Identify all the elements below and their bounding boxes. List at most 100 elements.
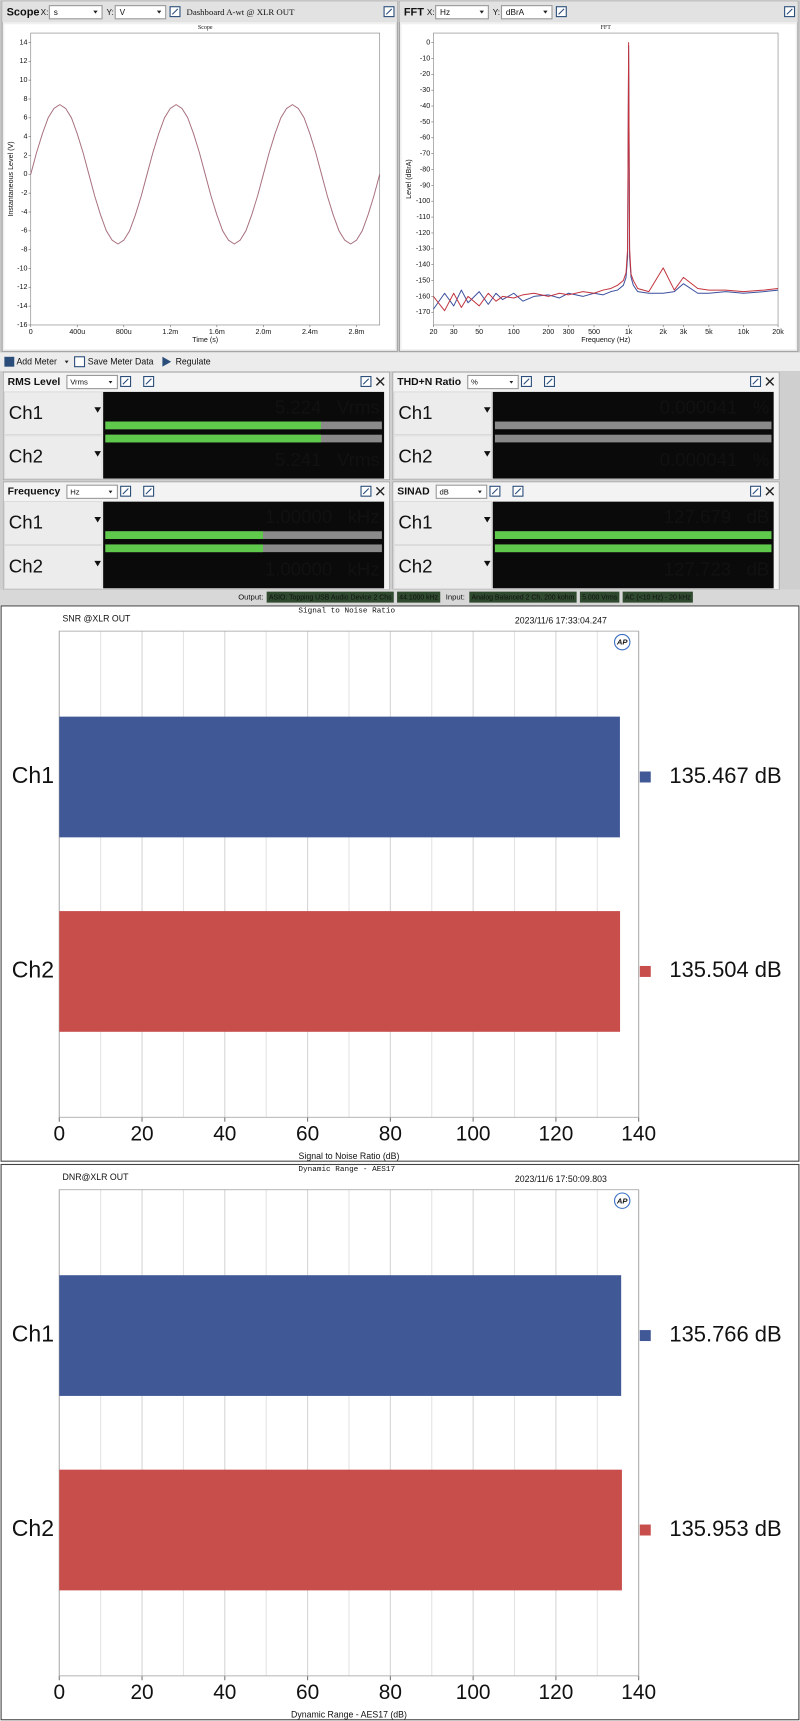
y-tick-label: -2 xyxy=(21,189,27,197)
icon-glyph xyxy=(546,378,553,385)
channel-cell xyxy=(393,545,492,589)
dropdown-arrow xyxy=(64,360,69,364)
toolbar-button[interactable]: Add Meter xyxy=(16,357,57,367)
y-tick-label: 2 xyxy=(23,151,27,159)
unit-dropdown[interactable] xyxy=(66,374,118,390)
chart-header: SNR @XLR OUT xyxy=(63,613,131,623)
x-tick-label: 1.2m xyxy=(162,328,178,336)
legend-swatch xyxy=(639,771,651,783)
meter-value: 0.000041 xyxy=(660,449,738,470)
icon-glyph xyxy=(122,378,129,385)
meter-title: SINAD xyxy=(397,487,430,498)
channel-menu-arrow[interactable] xyxy=(94,517,101,523)
meter-bar-fill xyxy=(105,544,263,553)
channel-menu-arrow[interactable] xyxy=(483,517,491,523)
x-tick-label: 20 xyxy=(130,1681,153,1704)
plot-area xyxy=(30,32,381,326)
unit-dropdown-value: % xyxy=(471,378,478,387)
meter-unit: dB xyxy=(746,506,769,527)
dropdown-arrow xyxy=(93,10,98,14)
x-tick-label: 1k xyxy=(625,328,633,336)
channel-label: Ch2 xyxy=(398,446,432,467)
meter-unit: Vrms xyxy=(337,396,380,417)
channel-label: Ch2 xyxy=(9,555,43,576)
y-tick-label: -16 xyxy=(17,321,27,329)
dropdown[interactable] xyxy=(500,5,553,20)
dropdown-value: Hz xyxy=(440,8,450,17)
channel-label: Ch1 xyxy=(398,402,432,423)
channel-label: Ch2 xyxy=(398,555,432,576)
channel-label: Ch1 xyxy=(9,512,43,533)
channel-menu-arrow[interactable] xyxy=(94,451,101,457)
chart-title: Signal to Noise Ratio xyxy=(298,607,395,615)
x-tick-label: 2.0m xyxy=(255,328,271,336)
plot-area xyxy=(58,630,640,1118)
meter-bar-fill xyxy=(105,531,263,539)
y-tick-label: -20 xyxy=(420,70,430,78)
status-label: Output: xyxy=(238,593,263,602)
status-value: Analog Balanced 2 Ch, 200 kohm xyxy=(472,595,575,602)
y-tick-label: -10 xyxy=(17,264,27,272)
channel-cell xyxy=(393,435,492,479)
dropdown-value: s xyxy=(54,8,58,17)
unit-dropdown-value: Hz xyxy=(70,487,80,496)
icon-glyph xyxy=(558,8,565,15)
icon-glyph xyxy=(122,488,129,495)
chart-frame xyxy=(0,605,800,1162)
channel-cell xyxy=(4,391,103,436)
channel-label: Ch1 xyxy=(9,402,43,423)
dropdown[interactable] xyxy=(114,5,167,20)
channel-menu-arrow[interactable] xyxy=(94,407,101,413)
channel-menu-arrow[interactable] xyxy=(483,451,491,457)
meter-value: 0.000041 xyxy=(660,396,738,417)
y-tick-label: -10 xyxy=(420,54,430,62)
category-label: Ch2 xyxy=(12,1515,54,1541)
axis-selector-label: X: xyxy=(41,8,49,17)
meter-value: 1.00000 xyxy=(265,559,332,580)
y-tick-label: -4 xyxy=(21,208,27,216)
series-line xyxy=(30,104,381,245)
channel-menu-arrow[interactable] xyxy=(483,560,491,567)
dropdown[interactable] xyxy=(48,5,103,20)
y-tick-label: -8 xyxy=(21,246,27,254)
meter-bar-fill xyxy=(494,531,772,539)
toolbar-button[interactable]: Save Meter Data xyxy=(88,357,154,367)
channel-menu-arrow[interactable] xyxy=(94,560,101,567)
axis-selector-label: X: xyxy=(427,8,435,17)
unit-dropdown[interactable] xyxy=(435,484,488,499)
dropdown-arrow xyxy=(543,10,548,14)
icon-glyph xyxy=(491,488,499,495)
x-axis-label: Signal to Noise Ratio (dB) xyxy=(299,1151,400,1161)
y-tick-label: -100 xyxy=(416,197,430,205)
unit-dropdown-value: Vrms xyxy=(70,378,88,387)
icon-glyph xyxy=(786,8,793,15)
chart-title: Dynamic Range - AES17 xyxy=(298,1166,395,1174)
dropdown[interactable] xyxy=(435,5,489,20)
x-tick-label: 40 xyxy=(213,1122,236,1145)
dropdown-arrow xyxy=(509,380,514,384)
x-tick-label: 0 xyxy=(53,1122,65,1145)
icon-glyph xyxy=(752,488,759,495)
bar xyxy=(59,1275,622,1396)
x-tick-label: 800u xyxy=(116,328,132,336)
logo xyxy=(613,633,631,651)
y-tick-label: -70 xyxy=(420,150,430,158)
status-field xyxy=(266,591,394,603)
dropdown-arrow xyxy=(108,490,113,494)
toolbar-button[interactable]: Regulate xyxy=(176,357,211,367)
channel-menu-arrow[interactable] xyxy=(483,407,491,413)
x-tick-label: 120 xyxy=(539,1122,574,1145)
unit-dropdown[interactable] xyxy=(467,374,519,390)
y-tick-label: -60 xyxy=(420,134,430,142)
x-tick-label: 80 xyxy=(379,1681,402,1704)
x-tick-label: 40 xyxy=(213,1681,236,1704)
dropdown-value: dBrA xyxy=(506,8,525,17)
meter-unit: % xyxy=(753,449,770,470)
plot-panel xyxy=(4,24,396,350)
unit-dropdown[interactable] xyxy=(66,484,118,499)
channel-label: Ch1 xyxy=(398,512,432,533)
y-tick-label: -30 xyxy=(420,86,430,94)
meter-value: 127.679 xyxy=(664,506,731,527)
status-value: ASIO: Topping USB Audio Device 2 Chs xyxy=(269,595,392,602)
